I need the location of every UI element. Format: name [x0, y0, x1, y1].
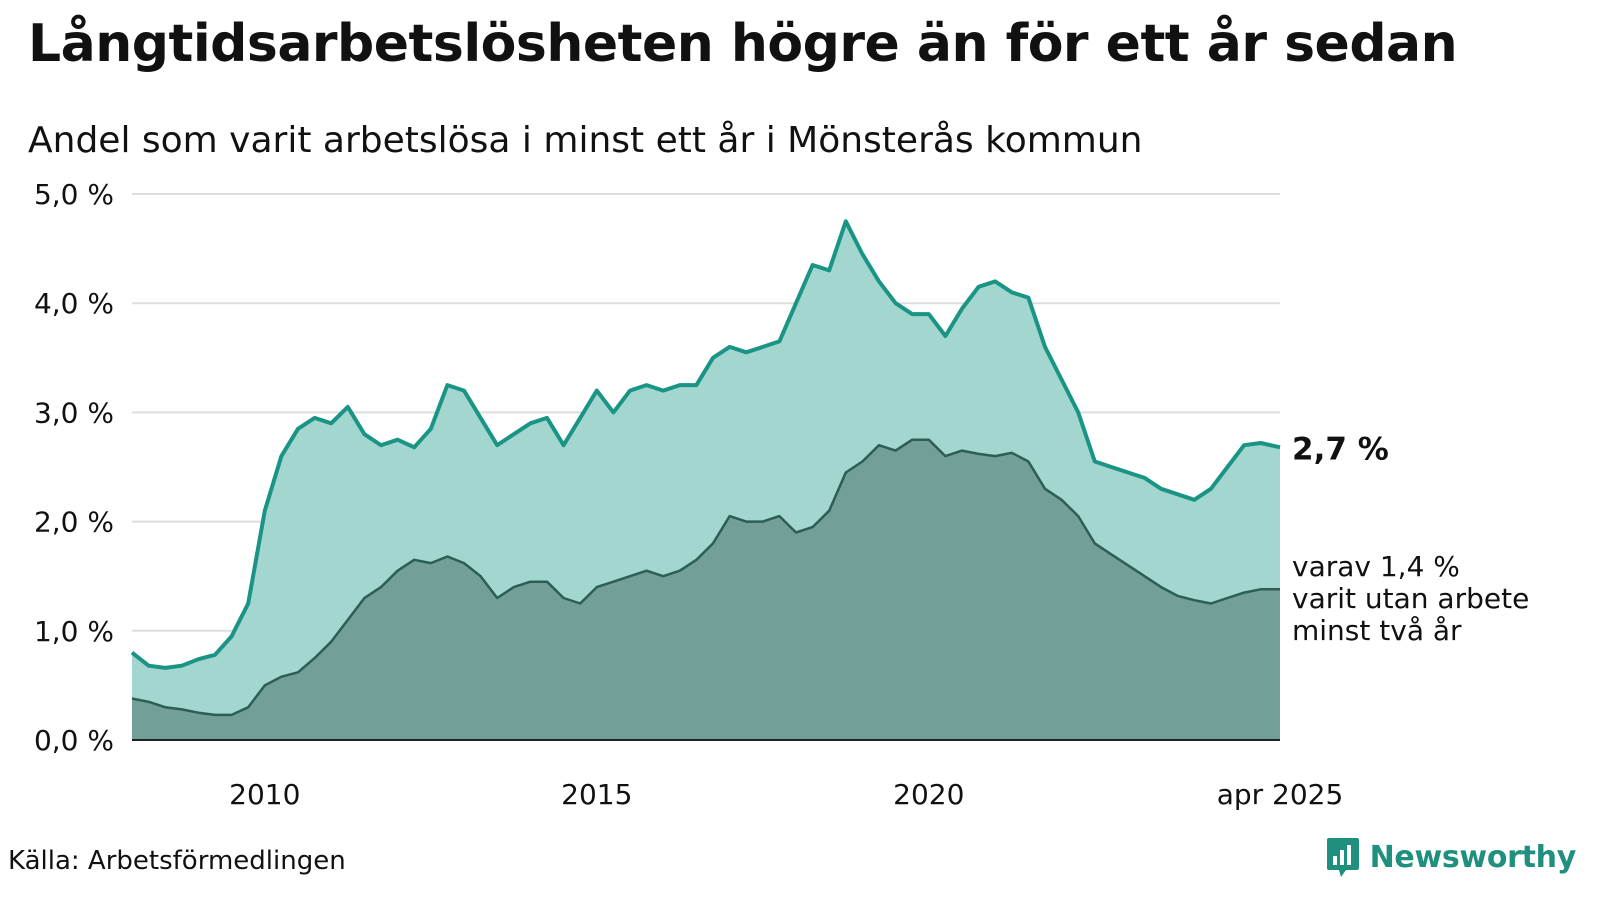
x-tick-label: apr 2025: [1217, 778, 1344, 811]
source-note: Källa: Arbetsförmedlingen: [8, 846, 346, 876]
y-tick-label: 2,0 %: [34, 506, 114, 539]
two-year-end-label-line-2: varit utan arbete: [1292, 582, 1529, 615]
x-tick-label: 2020: [893, 778, 964, 811]
one-year-end-label: 2,7 %: [1292, 431, 1389, 467]
two-year-end-label-line-1: varav 1,4 %: [1292, 550, 1460, 583]
chart-subtitle: Andel som varit arbetslösa i minst ett å…: [28, 120, 1143, 161]
brand-logo: Newsworthy: [1326, 836, 1576, 878]
y-tick-label: 1,0 %: [34, 615, 114, 648]
chart-title: Långtidsarbetslösheten högre än för ett …: [28, 14, 1458, 74]
y-tick-label: 5,0 %: [34, 178, 114, 211]
y-tick-label: 3,0 %: [34, 396, 114, 429]
x-axis: 2010 2015 2020 apr 2025: [229, 778, 1343, 811]
y-tick-label: 4,0 %: [34, 287, 114, 320]
two-year-end-label-line-3: minst två år: [1292, 614, 1462, 647]
bar-chart-icon: [1326, 838, 1359, 877]
x-tick-label: 2015: [561, 778, 632, 811]
y-tick-label: 0,0 %: [34, 724, 114, 757]
one-year-line: [130, 219, 1281, 670]
two-year-line: [131, 438, 1280, 717]
x-tick-label: 2010: [229, 778, 300, 811]
two-year-area: [132, 439, 1280, 740]
brand-name: Newsworthy: [1369, 839, 1577, 875]
y-axis: 0,0 % 1,0 % 2,0 % 3,0 % 4,0 % 5,0 %: [34, 178, 114, 757]
